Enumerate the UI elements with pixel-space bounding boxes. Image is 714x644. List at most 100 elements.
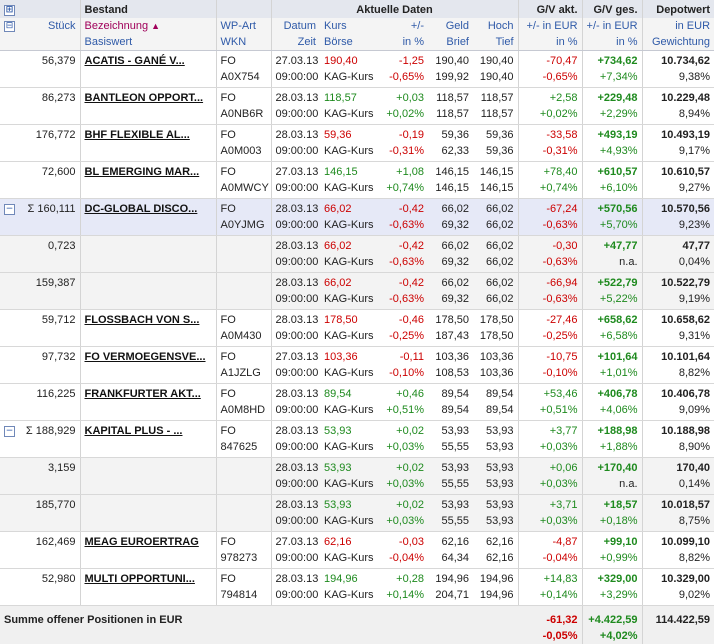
wkn-value: A0M003 (221, 145, 262, 157)
gvakt-value: +78,40 (544, 166, 578, 178)
wkn-value: 978273 (221, 552, 258, 564)
boerse-value: KAG-Kurs (324, 552, 374, 564)
group-header-bestand: Bestand (80, 0, 216, 18)
gvges-pct-value: +0,18% (600, 515, 638, 527)
col-gvakt-pct[interactable]: in % (518, 34, 582, 51)
gvges-pct-value: n.a. (619, 256, 637, 268)
col-pm[interactable]: +/- (380, 18, 428, 34)
kurs-value: 53,93 (324, 499, 352, 511)
tief-value: 89,54 (486, 404, 514, 416)
col-brief[interactable]: Brief (428, 34, 473, 51)
boerse-value: KAG-Kurs (324, 108, 374, 120)
tief-value: 53,93 (486, 515, 514, 527)
col-stueck[interactable]: Stück (48, 20, 76, 32)
pm-value: -0,46 (399, 314, 424, 326)
col-datum[interactable]: Datum (271, 18, 320, 34)
col-gvges-eur[interactable]: +/- in EUR (582, 18, 642, 34)
datum-value: 27.03.13 (276, 55, 319, 67)
footer-gvakt-pct: -0,05% (522, 628, 578, 644)
brief-value: 89,54 (441, 404, 469, 416)
wp-art-value: FO (221, 536, 236, 548)
col-gvakt-eur[interactable]: +/- in EUR (518, 18, 582, 34)
collapse-all-icon[interactable]: ⊟ (4, 21, 15, 32)
boerse-value: KAG-Kurs (324, 515, 374, 527)
wkn-value: A1JZLG (221, 367, 261, 379)
tief-value: 178,50 (480, 330, 514, 342)
col-gewichtung[interactable]: Gewichtung (642, 34, 714, 51)
gvakt-value: +53,46 (544, 388, 578, 400)
collapse-group-icon[interactable]: − (4, 426, 15, 437)
pct-value: -0,63% (389, 256, 424, 268)
col-inpct[interactable]: in % (380, 34, 428, 51)
footer-gvges-pct: +4,02% (587, 628, 638, 644)
pct-value: +0,03% (386, 478, 424, 490)
col-hoch[interactable]: Hoch (473, 18, 518, 34)
sort-ascending-icon[interactable]: ▲ (151, 21, 160, 31)
tief-value: 53,93 (486, 478, 514, 490)
gvges-value: +18,57 (604, 499, 638, 511)
col-kurs[interactable]: Kurs (320, 18, 380, 34)
col-gvges-pct[interactable]: in % (582, 34, 642, 51)
hoch-value: 53,93 (486, 462, 514, 474)
hoch-value: 66,02 (486, 277, 514, 289)
col-basiswert[interactable]: Basiswert (80, 34, 216, 51)
zeit-value: 09:00:00 (276, 182, 319, 194)
hoch-value: 66,02 (486, 240, 514, 252)
col-wkn[interactable]: WKN (216, 34, 271, 51)
wp-art-value: FO (221, 166, 236, 178)
col-boerse[interactable]: Börse (320, 34, 380, 51)
col-depotwert-eur[interactable]: in EUR (642, 18, 714, 34)
depotwert-value: 10.734,62 (661, 55, 710, 67)
collapse-group-icon[interactable]: − (4, 204, 15, 215)
brief-value: 62,33 (441, 145, 469, 157)
gvges-value: +522,79 (597, 277, 637, 289)
col-zeit[interactable]: Zeit (271, 34, 320, 51)
col-tief[interactable]: Tief (473, 34, 518, 51)
pct-value: -0,31% (389, 145, 424, 157)
gvakt-value: -4,87 (552, 536, 577, 548)
pct-value: -0,04% (389, 552, 424, 564)
sigma-icon: Σ (27, 203, 34, 215)
tief-value: 53,93 (486, 441, 514, 453)
brief-value: 69,32 (441, 219, 469, 231)
security-name: ACATIS - GANÉ V... (85, 55, 185, 67)
gvges-pct-value: +7,34% (600, 71, 638, 83)
col-wpart[interactable]: WP-Art (216, 18, 271, 34)
col-geld[interactable]: Geld (428, 18, 473, 34)
stueck-value: 160,111 (37, 203, 75, 215)
expand-all-icon[interactable]: ⊞ (4, 5, 15, 16)
gewichtung-value: 9,17% (679, 145, 710, 157)
col-bezeichnung[interactable]: Bezeichnung (85, 20, 149, 32)
pm-value: +0,02 (396, 462, 424, 474)
